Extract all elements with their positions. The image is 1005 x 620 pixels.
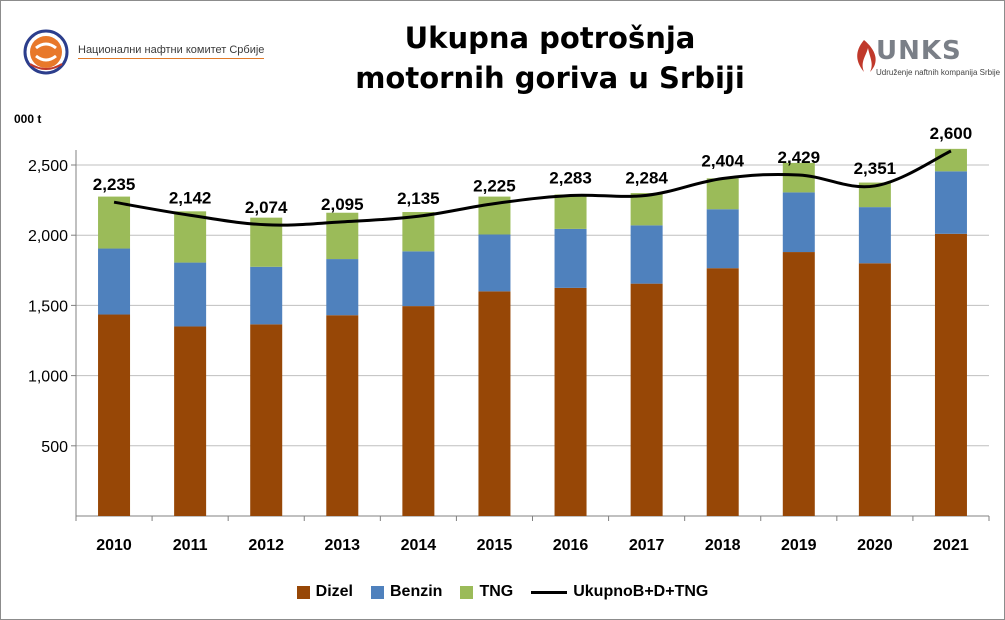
y-tick-label: 500 — [41, 439, 68, 456]
x-tick-label: 2016 — [553, 537, 589, 554]
unks-logo-word: UNKS — [876, 36, 962, 66]
x-tick-label: 2018 — [705, 537, 741, 554]
bar-dizel — [250, 324, 283, 516]
legend-label-benzin: Benzin — [389, 583, 443, 600]
legend-label-total: UkupnoB+D+TNG — [573, 583, 709, 600]
bar-benzin — [326, 259, 359, 316]
bar-benzin — [630, 225, 663, 284]
total-data-label: 2,351 — [854, 159, 897, 178]
chart-legend: Dizel Benzin TNG UkupnoB+D+TNG — [0, 583, 1005, 601]
x-tick-label: 2013 — [324, 537, 360, 554]
y-tick-label: 2,000 — [28, 228, 68, 245]
bar-tng — [706, 178, 739, 210]
bar-dizel — [98, 314, 131, 516]
total-data-label: 2,095 — [321, 195, 364, 214]
chart-title-line-1: Ukupna potrošnja — [404, 21, 696, 55]
legend-swatch-benzin — [370, 585, 384, 599]
total-data-label: 2,235 — [93, 175, 136, 194]
x-tick-label: 2014 — [401, 537, 437, 554]
total-data-label: 2,142 — [169, 188, 212, 207]
bar-tng — [554, 194, 587, 229]
x-tick-label: 2021 — [933, 537, 969, 554]
bar-dizel — [478, 291, 511, 516]
legend-swatch-tng — [460, 585, 474, 599]
x-tick-label: 2011 — [173, 537, 208, 554]
total-data-label: 2,225 — [473, 177, 516, 196]
unks-flame-icon — [857, 40, 876, 72]
total-data-label: 2,429 — [778, 148, 821, 167]
bar-dizel — [402, 306, 435, 516]
bar-benzin — [858, 207, 891, 264]
bar-dizel — [934, 233, 967, 516]
nnk-logo-text: Национални нафтни комитет Србије — [78, 44, 265, 59]
bar-benzin — [554, 228, 587, 288]
x-tick-label: 2017 — [629, 537, 665, 554]
bar-dizel — [326, 315, 359, 516]
bar-benzin — [478, 234, 511, 292]
y-tick-label: 1,500 — [28, 298, 68, 315]
total-data-label: 2,600 — [930, 124, 973, 143]
x-tick-label: 2020 — [857, 537, 893, 554]
legend-item-total: UkupnoB+D+TNG — [531, 583, 708, 601]
nnk-logo-icon — [23, 29, 69, 75]
bar-benzin — [250, 266, 283, 325]
total-data-label: 2,404 — [701, 151, 744, 170]
legend-swatch-dizel — [296, 585, 310, 599]
legend-line-total — [531, 590, 568, 594]
bar-benzin — [402, 251, 435, 307]
bar-benzin — [98, 248, 131, 315]
y-tick-label: 1,000 — [28, 369, 68, 386]
legend-item-dizel: Dizel — [296, 583, 353, 601]
x-tick-label: 2015 — [477, 537, 513, 554]
x-tick-label: 2012 — [248, 537, 284, 554]
bar-tng — [630, 193, 663, 226]
legend-label-dizel: Dizel — [315, 583, 353, 600]
total-data-label: 2,283 — [549, 168, 592, 187]
y-axis-unit-label: 000 t — [14, 112, 42, 126]
bar-tng — [174, 211, 207, 263]
total-data-label: 2,135 — [397, 189, 440, 208]
bar-dizel — [174, 326, 207, 516]
y-tick-label: 2,500 — [28, 158, 68, 175]
bar-dizel — [706, 268, 739, 516]
bar-dizel — [630, 283, 663, 516]
total-line — [113, 149, 952, 227]
bar-benzin — [934, 171, 967, 234]
x-tick-label: 2010 — [96, 537, 132, 554]
bar-benzin — [174, 262, 207, 327]
chart-title: Ukupna potrošnja motornih goriva u Srbij… — [300, 18, 800, 98]
x-tick-label: 2019 — [781, 537, 817, 554]
chart-title-line-2: motornih goriva u Srbiji — [355, 61, 745, 95]
bar-dizel — [858, 263, 891, 516]
bar-benzin — [782, 192, 815, 253]
bar-dizel — [554, 287, 587, 516]
unks-logo-subtext: Udruženje naftnih kompanija Srbije — [876, 68, 1001, 77]
total-data-label: 2,074 — [245, 198, 288, 217]
bar-tng — [326, 212, 359, 260]
legend-label-tng: TNG — [479, 583, 514, 600]
bar-benzin — [706, 209, 739, 269]
legend-item-benzin: Benzin — [370, 583, 443, 601]
total-data-label: 2,284 — [625, 168, 668, 187]
legend-item-tng: TNG — [460, 583, 513, 601]
bar-dizel — [782, 252, 815, 516]
